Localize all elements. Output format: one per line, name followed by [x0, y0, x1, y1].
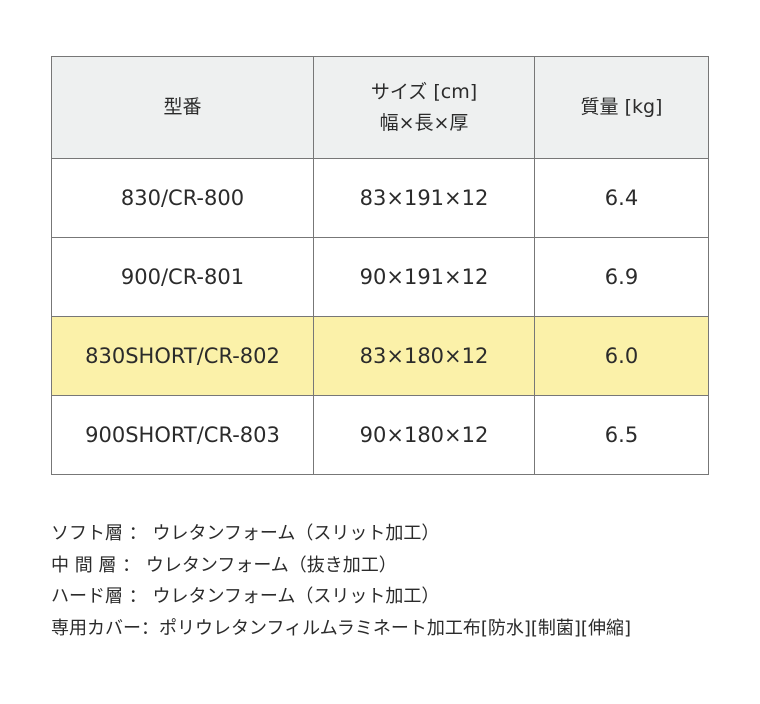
note-soft-layer: ソフト層 ： ウレタンフォーム（スリット加工） — [51, 523, 440, 544]
cell-weight: 6.5 — [534, 395, 709, 475]
header-size: サイズ [cm] 幅×長×厚 — [313, 56, 535, 159]
table-row: 830/CR-800 83×191×12 6.4 — [51, 158, 709, 238]
cell-model: 830/CR-800 — [51, 158, 314, 238]
table-row: 900/CR-801 90×191×12 6.9 — [51, 237, 709, 317]
cell-size: 90×191×12 — [313, 237, 535, 317]
note-cover: 専用カバー：ポリウレタンフィルムラミネート加工布[防水][制菌][伸縮] — [51, 617, 631, 639]
cell-size: 90×180×12 — [313, 395, 535, 475]
cell-size: 83×180×12 — [313, 316, 535, 396]
note-middle-layer: 中 間 層 ： ウレタンフォーム（抜き加工） — [51, 554, 397, 576]
header-size-sublabel: 幅×長×厚 — [379, 111, 469, 134]
header-model-label: 型番 — [163, 96, 202, 118]
cell-model: 900/CR-801 — [51, 237, 314, 317]
spec-table: 型番 サイズ [cm] 幅×長×厚 質量 [kg] 830/CR-800 83×19… — [51, 56, 709, 475]
header-model: 型番 — [51, 56, 314, 159]
header-weight: 質量 [kg] — [534, 56, 709, 159]
cell-size: 83×191×12 — [313, 158, 535, 238]
cell-weight: 6.0 — [534, 316, 709, 396]
material-notes: ソフト層 ： ウレタンフォーム（スリット加工） 中 間 層 ： ウレタンフォーム… — [51, 518, 631, 644]
table-row: 900SHORT/CR-803 90×180×12 6.5 — [51, 395, 709, 475]
cell-model: 900SHORT/CR-803 — [51, 395, 314, 475]
header-weight-label: 質量 [kg] — [580, 96, 663, 118]
cell-model: 830SHORT/CR-802 — [51, 316, 314, 396]
cell-weight: 6.9 — [534, 237, 709, 317]
header-size-label: サイズ [cm] — [370, 80, 478, 103]
header-row: 型番 サイズ [cm] 幅×長×厚 質量 [kg] — [51, 56, 709, 159]
cell-weight: 6.4 — [534, 158, 709, 238]
table-row: 830SHORT/CR-802 83×180×12 6.0 — [51, 316, 709, 396]
note-hard-layer: ハード層 ： ウレタンフォーム（スリット加工） — [51, 586, 440, 607]
